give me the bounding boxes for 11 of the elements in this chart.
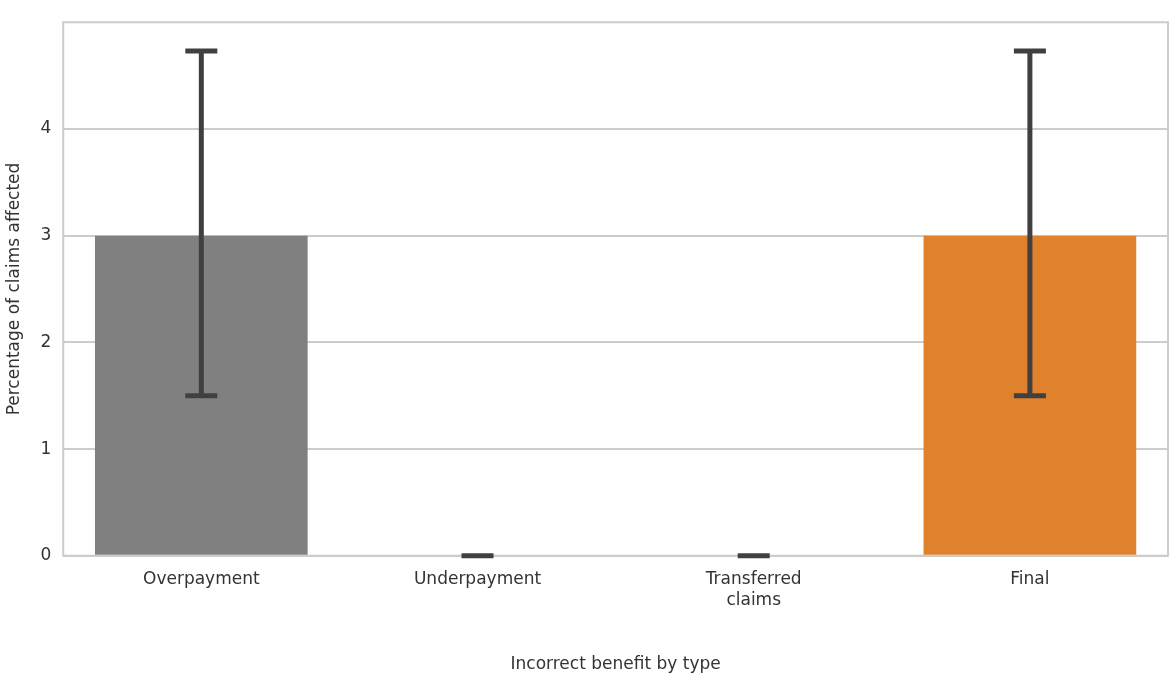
y-tick-label: 0 xyxy=(40,544,52,565)
y-tick-label: 2 xyxy=(40,330,52,351)
y-tick-label: 4 xyxy=(40,117,52,138)
y-axis-title: Percentage of claims affected xyxy=(2,162,23,416)
y-tick-label: 3 xyxy=(40,224,52,245)
x-axis-title: Incorrect benefit by type xyxy=(510,653,721,674)
x-tick-label: Overpayment xyxy=(143,568,260,589)
x-tick-label: Transferred claims xyxy=(704,568,802,609)
y-tick-label: 1 xyxy=(40,437,52,458)
x-tick-label: Underpayment xyxy=(413,568,542,589)
x-tick-label: Final xyxy=(1010,568,1050,589)
